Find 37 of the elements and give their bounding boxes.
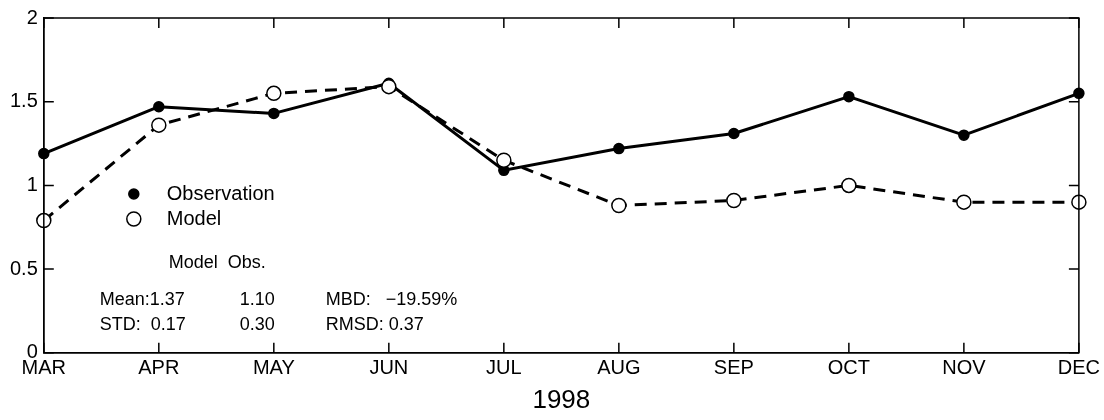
annotation: Mean:1.37 bbox=[99, 288, 185, 309]
x-axis-title: 1998 bbox=[532, 383, 591, 414]
annotation: STD: 0.17 bbox=[99, 313, 186, 334]
annotation: RMSD: 0.37 bbox=[325, 313, 424, 334]
point bbox=[726, 192, 742, 209]
point bbox=[728, 127, 740, 140]
point bbox=[611, 197, 627, 214]
legend-label: Observation bbox=[166, 181, 275, 204]
x-tick-label: OCT bbox=[827, 356, 870, 379]
y-tick-label: 1.5 bbox=[9, 89, 38, 112]
x-tick-label: AUG bbox=[597, 356, 641, 379]
y-tick-label: 2 bbox=[26, 5, 38, 28]
point bbox=[268, 107, 280, 120]
x-tick-label: MAY bbox=[252, 356, 295, 379]
point bbox=[151, 117, 167, 133]
x-tick-label: SEP bbox=[713, 356, 754, 379]
annotation: 0.30 bbox=[239, 313, 275, 334]
x-tick-label: DEC bbox=[1057, 356, 1100, 379]
y-tick-label: 1 bbox=[26, 172, 38, 195]
point bbox=[496, 152, 512, 169]
x-tick-label: APR bbox=[138, 356, 180, 379]
point bbox=[613, 142, 625, 155]
y-tick-label: 0.5 bbox=[9, 256, 38, 279]
point bbox=[958, 129, 970, 141]
x-tick-label: NOV bbox=[942, 356, 987, 379]
point bbox=[841, 177, 857, 194]
annotation: MBD: −19.59% bbox=[325, 288, 458, 309]
point bbox=[956, 194, 972, 210]
point bbox=[843, 90, 855, 103]
annotation: 1.10 bbox=[239, 288, 275, 309]
legend-label: Model bbox=[166, 206, 222, 229]
x-tick-label: JUL bbox=[486, 356, 522, 379]
point bbox=[266, 85, 282, 102]
point bbox=[381, 78, 397, 95]
point bbox=[153, 100, 165, 113]
x-tick-label: JUN bbox=[369, 356, 409, 379]
annotation: Model Obs. bbox=[168, 251, 266, 272]
